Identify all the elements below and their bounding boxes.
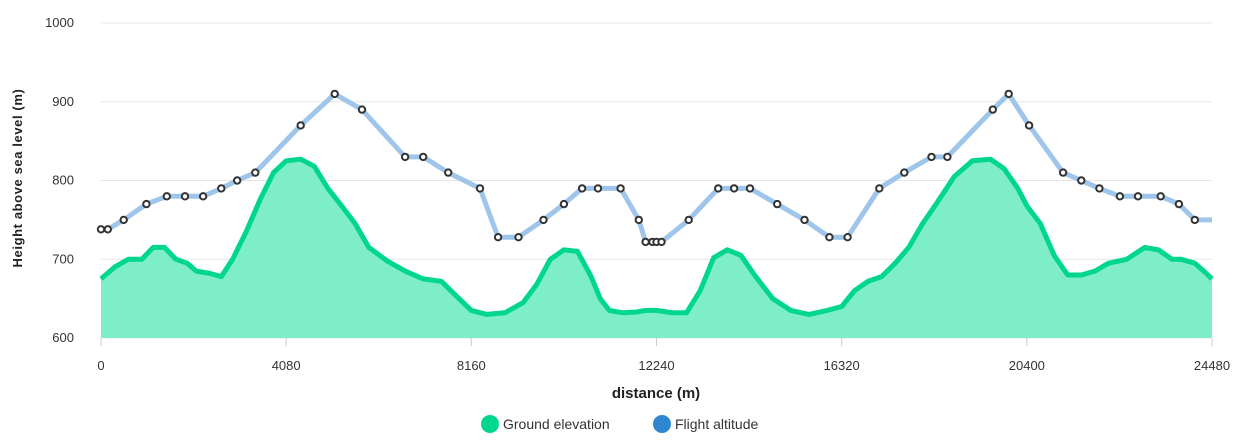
flight-altitude-point[interactable] (119, 215, 128, 225)
flight-altitude-point[interactable] (943, 152, 952, 162)
flight-altitude-markers (96, 89, 1200, 247)
legend-swatch-flight-altitude (653, 415, 671, 433)
flight-altitude-point[interactable] (357, 105, 367, 114)
flight-altitude-point[interactable] (1115, 192, 1125, 201)
legend-swatch-ground-elevation (481, 415, 499, 433)
x-tick-label-12240: 12240 (638, 358, 674, 373)
flight-altitude-point[interactable] (773, 199, 782, 209)
flight-altitude-point[interactable] (142, 199, 151, 209)
flight-altitude-point[interactable] (684, 215, 693, 225)
y-axis-ticks: 600 700 800 900 1000 (45, 15, 74, 345)
flight-altitude-point[interactable] (233, 176, 242, 185)
flight-altitude-point[interactable] (444, 168, 453, 177)
x-tick-label-20400: 20400 (1009, 358, 1045, 373)
flight-altitude-point[interactable] (900, 168, 909, 177)
flight-altitude-point[interactable] (634, 215, 643, 225)
flight-altitude-point[interactable] (1004, 89, 1013, 99)
flight-altitude-point[interactable] (875, 184, 884, 193)
x-tick-label-8160: 8160 (457, 358, 486, 373)
legend-item-flight-altitude[interactable]: Flight altitude (653, 415, 758, 433)
flight-altitude-point[interactable] (400, 152, 410, 162)
flight-altitude-point[interactable] (1133, 192, 1143, 201)
flight-altitude-point[interactable] (714, 184, 723, 193)
flight-altitude-point[interactable] (96, 225, 106, 234)
y-axis-title: Height above sea level (m) (10, 89, 25, 268)
flight-altitude-point[interactable] (251, 168, 260, 177)
flight-altitude-point[interactable] (103, 225, 113, 234)
flight-altitude-point[interactable] (539, 215, 548, 225)
x-tick-label-4080: 4080 (272, 358, 301, 373)
ground-elevation-edge (99, 156, 1214, 317)
x-axis-title: distance (m) (612, 385, 700, 402)
y-tick-label-700: 700 (52, 251, 74, 266)
flight-altitude-point[interactable] (180, 192, 190, 201)
flight-altitude-point[interactable] (514, 233, 523, 242)
flight-altitude-point[interactable] (162, 192, 172, 201)
flight-altitude-point[interactable] (296, 121, 305, 130)
x-tick-label-0: 0 (97, 358, 104, 373)
legend: Ground elevation Flight altitude (481, 415, 758, 433)
flight-altitude-point[interactable] (800, 215, 809, 225)
flight-altitude-point[interactable] (1174, 199, 1184, 209)
flight-altitude-point[interactable] (593, 184, 603, 193)
flight-altitude-point[interactable] (330, 89, 339, 99)
legend-item-ground-elevation[interactable]: Ground elevation (481, 415, 610, 433)
flight-altitude-point[interactable] (657, 237, 666, 247)
ground-elevation-area (99, 156, 1214, 338)
y-tick-label-900: 900 (52, 94, 74, 109)
x-axis-ticks: 0 4080 8160 12240 16320 20400 24480 (97, 338, 1230, 373)
flight-altitude-point[interactable] (745, 184, 755, 193)
flight-altitude-point[interactable] (198, 192, 208, 201)
legend-label-ground-elevation: Ground elevation (503, 416, 610, 432)
flight-altitude-point[interactable] (493, 233, 503, 242)
flight-altitude-point[interactable] (559, 199, 569, 209)
flight-altitude-point[interactable] (616, 184, 625, 193)
flight-altitude-point[interactable] (419, 152, 428, 162)
flight-altitude-point[interactable] (475, 184, 485, 193)
flight-altitude-point[interactable] (825, 233, 834, 242)
flight-altitude-point[interactable] (988, 105, 997, 114)
flight-altitude-point[interactable] (927, 152, 936, 162)
flight-altitude-point[interactable] (1024, 121, 1034, 130)
flight-altitude-point[interactable] (217, 184, 226, 193)
flight-altitude-point[interactable] (1058, 168, 1068, 177)
flight-altitude-point[interactable] (641, 237, 650, 247)
ground-elevation-fill (101, 159, 1212, 338)
flight-altitude-point[interactable] (843, 233, 852, 242)
y-tick-label-800: 800 (52, 173, 74, 188)
flight-altitude-point[interactable] (1095, 184, 1104, 193)
flight-altitude-point[interactable] (577, 184, 587, 193)
flight-altitude-point[interactable] (1077, 176, 1086, 185)
x-tick-label-24480: 24480 (1194, 358, 1230, 373)
flight-altitude-point[interactable] (729, 184, 739, 193)
y-tick-label-600: 600 (52, 330, 74, 345)
legend-label-flight-altitude: Flight altitude (675, 416, 758, 432)
flight-altitude-point[interactable] (1156, 192, 1165, 201)
y-tick-label-1000: 1000 (45, 15, 74, 30)
x-tick-label-16320: 16320 (824, 358, 860, 373)
flight-altitude-point[interactable] (1190, 215, 1200, 225)
